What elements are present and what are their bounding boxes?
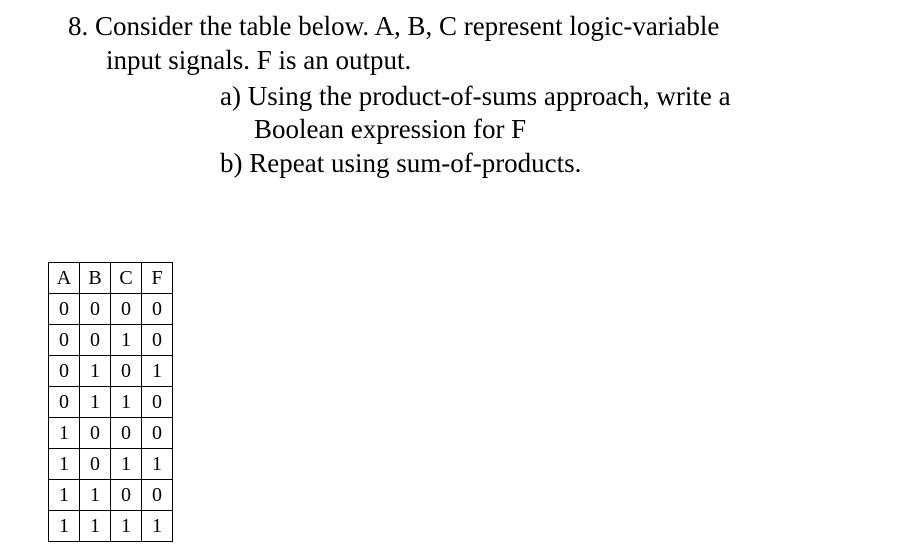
subpart-a-line-2: Boolean expression for F [220,113,878,147]
cell: 0 [49,356,80,387]
cell: 0 [142,325,173,356]
cell: 0 [49,325,80,356]
cell: 1 [80,387,111,418]
table-row: 0 1 0 1 [49,356,173,387]
cell: 0 [80,294,111,325]
cell: 1 [111,325,142,356]
cell: 0 [142,418,173,449]
table-row: 0 0 0 0 [49,294,173,325]
cell: 0 [111,356,142,387]
cell: 0 [80,418,111,449]
table-row: 0 0 1 0 [49,325,173,356]
cell: 0 [49,294,80,325]
cell: 1 [49,449,80,480]
header-B: B [80,263,111,294]
cell: 0 [111,418,142,449]
cell: 1 [111,387,142,418]
cell: 1 [142,356,173,387]
problem-block: 8. Consider the table below. A, B, C rep… [68,10,878,181]
cell: 0 [111,294,142,325]
cell: 1 [80,511,111,542]
cell: 1 [49,418,80,449]
subparts-block: a) Using the product-of-sums approach, w… [68,80,878,181]
cell: 1 [49,480,80,511]
header-F: F [142,263,173,294]
cell: 0 [80,449,111,480]
cell: 0 [111,480,142,511]
table-row: 1 1 0 0 [49,480,173,511]
cell: 1 [80,480,111,511]
cell: 1 [49,511,80,542]
table-header-row: A B C F [49,263,173,294]
cell: 1 [142,449,173,480]
problem-line-2: input signals. F is an output. [68,44,878,78]
cell: 0 [142,387,173,418]
cell: 0 [142,480,173,511]
cell: 1 [111,449,142,480]
header-C: C [111,263,142,294]
cell: 1 [111,511,142,542]
subpart-a-line-1: a) Using the product-of-sums approach, w… [220,80,878,114]
cell: 1 [80,356,111,387]
cell: 1 [142,511,173,542]
table-row: 1 0 1 1 [49,449,173,480]
table-row: 1 1 1 1 [49,511,173,542]
problem-text-1: Consider the table below. A, B, C repres… [95,11,719,41]
subpart-b-line-1: b) Repeat using sum-of-products. [220,147,878,181]
truth-table: A B C F 0 0 0 0 0 0 1 0 0 1 0 [48,262,173,542]
cell: 0 [142,294,173,325]
problem-line-1: 8. Consider the table below. A, B, C rep… [68,10,878,44]
table-row: 1 0 0 0 [49,418,173,449]
header-A: A [49,263,80,294]
table-row: 0 1 1 0 [49,387,173,418]
cell: 0 [80,325,111,356]
problem-number: 8. [68,11,88,41]
cell: 0 [49,387,80,418]
